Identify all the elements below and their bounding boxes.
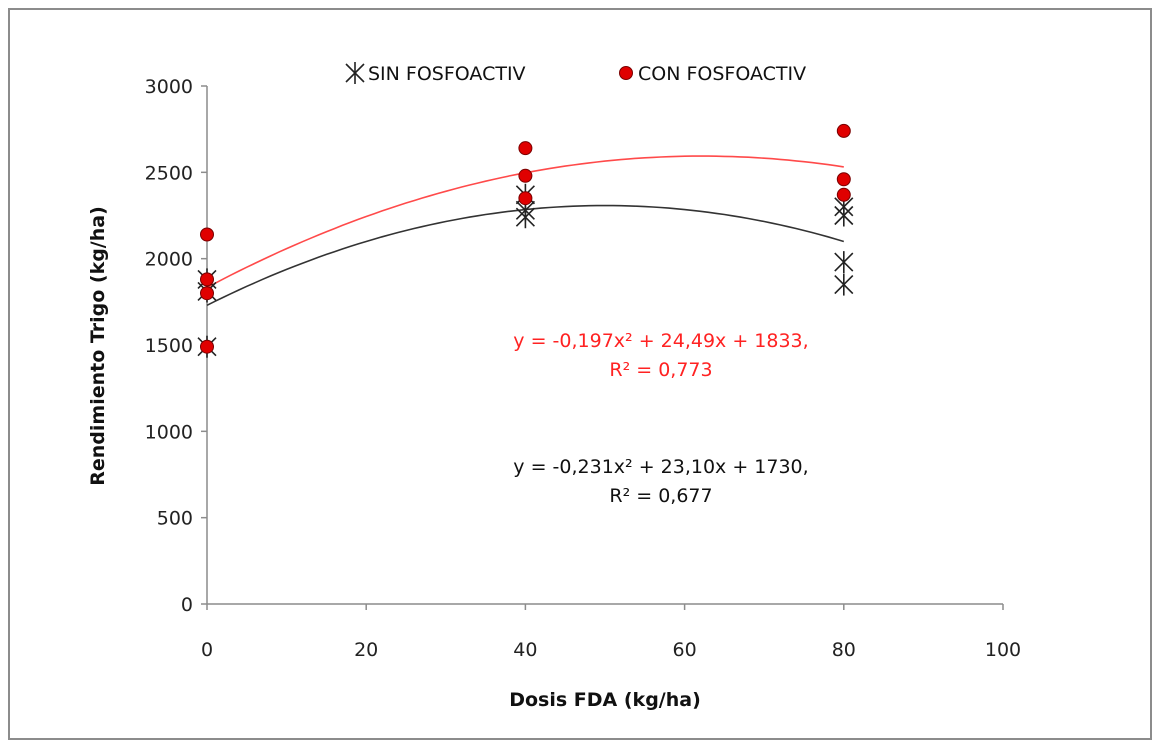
x-tick-label: 80 [832,639,856,661]
x-tick-label: 20 [354,639,378,661]
data-point-con-fosfoactiv [200,339,214,354]
x-tick-label: 100 [985,639,1021,661]
y-tick-label: 2500 [145,162,193,184]
y-tick-label: 2000 [145,249,193,271]
x-tick-label: 40 [513,639,537,661]
x-axis-title: Dosis FDA (kg/ha) [509,689,701,711]
data-point-con-fosfoactiv [518,168,533,183]
x-tick-label: 60 [673,639,697,661]
y-axis-title: Rendimiento Trigo (kg/ha) [87,206,109,486]
data-point-con-fosfoactiv [200,227,214,242]
legend: SIN FOSFOACTIV CON FOSFOACTIV [345,62,806,85]
data-point-con-fosfoactiv [200,286,214,301]
data-point-sin-fosfoactiv [834,251,854,274]
legend-circle-mark [619,66,633,80]
y-tick-label: 1500 [145,335,193,357]
equation-sin-line1: y = -0,231x² + 23,10x + 1730, [513,456,808,478]
data-point-sin-fosfoactiv [834,273,854,296]
legend-label-con-fosfoactiv: CON FOSFOACTIV [638,63,806,85]
legend-asterisk-icon [345,62,365,84]
data-points [197,123,854,358]
legend-circle-icon [619,66,633,80]
legend-label-sin-fosfoactiv: SIN FOSFOACTIV [368,63,526,85]
data-point-con-fosfoactiv [836,172,851,187]
legend-asterisk-mark [345,62,365,84]
y-tick-label: 1000 [145,421,193,443]
data-point-con-fosfoactiv [200,272,214,287]
equation-con-line1: y = -0,197x² + 24,49x + 1833, [513,330,808,352]
y-tick-label: 0 [181,594,193,616]
data-point-con-fosfoactiv [836,123,851,138]
equation-con-line2: R² = 0,773 [609,359,712,381]
data-point-con-fosfoactiv [518,191,533,206]
data-point-con-fosfoactiv [836,187,851,202]
data-point-con-fosfoactiv [518,141,533,156]
chart-frame [8,8,1152,740]
x-tick-label: 0 [201,639,213,661]
y-tick-label: 3000 [145,76,193,98]
y-tick-label: 500 [157,508,193,530]
equation-sin-line2: R² = 0,677 [609,485,712,507]
axes: 0 500 1000 1500 2000 2500 3000 0 20 40 60 80 100 [145,76,1021,661]
